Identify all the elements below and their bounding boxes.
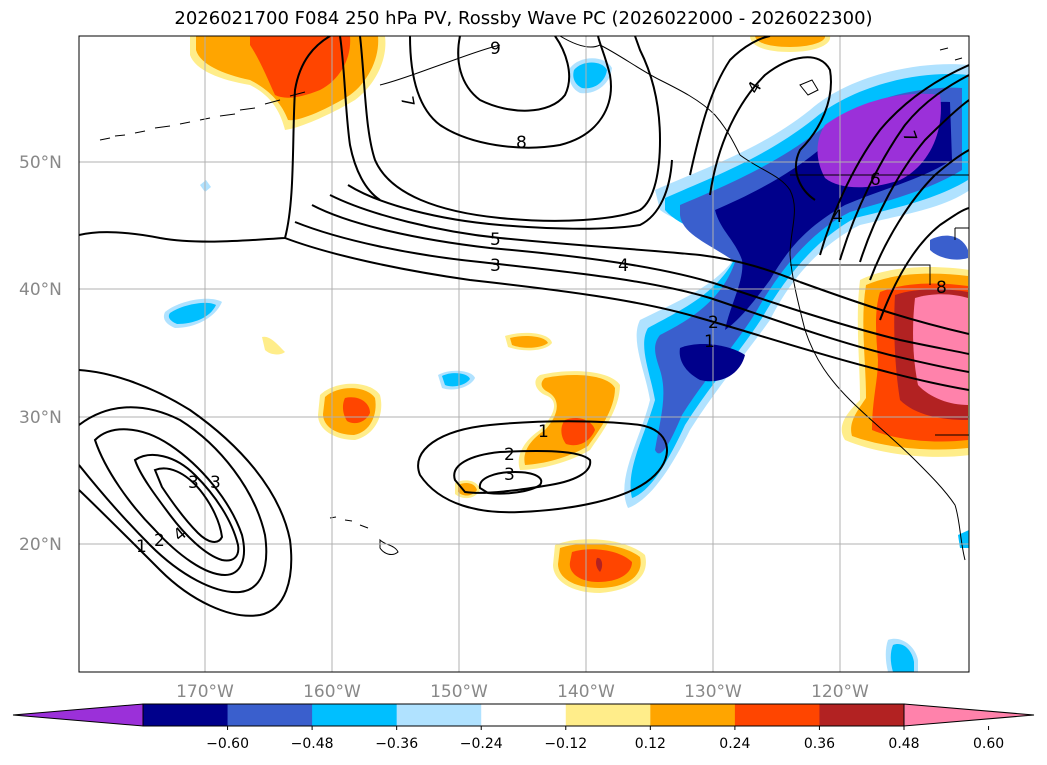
pv-contours [79,36,969,617]
coastline-alaska-north [559,36,601,48]
contour-label-3-west-b: 3 [210,473,221,493]
coastline-west-america [739,154,966,561]
contour-ne-4 [869,149,969,281]
contour-5 [329,194,801,283]
colorbar-tick-label: 0.24 [719,736,750,752]
contour-label-4-pnw: 4 [832,207,843,227]
contour-4-loop [709,56,832,201]
coastline-alaska-peninsula [379,44,501,86]
contour-7 [359,36,662,222]
coastline-inland [799,79,819,96]
contour-label-9: 9 [490,39,501,59]
contour-label-4: 4 [618,256,629,276]
colorbar-tick-label: −0.48 [291,736,334,752]
contour-ne-3 [859,99,969,263]
contour-label-5: 5 [490,230,501,250]
contour-label-3-center: 3 [504,465,515,485]
lat-label-50n: 50°N [19,153,62,173]
coastline-alaska [599,44,741,156]
contour-8 [409,36,612,149]
contour-label-1-center: 1 [538,422,549,442]
contour-label-6-ne: 6 [870,170,881,190]
contour-3-ring [478,470,543,495]
contour-label-3-west-a: 3 [188,473,199,493]
lon-label-140w: 140°W [557,682,615,702]
lon-label-160w: 160°W [303,682,361,702]
borders [790,174,969,436]
contour-4-west-ring [133,454,240,562]
contour-1-ring [417,420,668,514]
colorbar-extend-high [903,703,1035,727]
colorbar-tick-label: −0.36 [375,736,418,752]
lon-label-130w: 130°W [684,682,742,702]
colorbar-ticks: −0.60 −0.48 −0.36 −0.24 −0.12 0.12 0.24 0.36 0.4… [206,726,1004,752]
lat-labels: 50°N 40°N 30°N 20°N [19,153,62,555]
lon-label-150w: 150°W [430,682,488,702]
contour-2-south [284,237,969,391]
colorbar-tick-label: −0.12 [544,736,587,752]
colorbar-tick-label: −0.60 [206,736,249,752]
contour-5-west-ring [153,467,224,543]
lon-label-170w: 170°W [176,682,234,702]
contour-3 [294,221,969,373]
contour-4-ne [689,36,771,176]
colorbar-outline [142,703,905,727]
contour-labels: 9 8 7 5 4 3 4 2 1 1 2 3 3 3 1 2 4 4 7 6 [136,39,947,557]
colorbar-tick-label: 0.36 [804,736,835,752]
contour-4 [311,204,969,355]
colorbar-segment [734,704,820,726]
lon-labels: 170°W 160°W 150°W 140°W 130°W 120°W [176,682,869,702]
contour-2-ring [453,449,592,494]
contour-label-7: 7 [396,95,418,109]
colorbar-segment [481,704,567,726]
figure-title: 2026021700 F084 250 hPa PV, Rossby Wave … [174,8,873,29]
colorbar-tick-label: −0.24 [460,736,503,752]
contour-1-west [79,369,293,617]
colorbar-extend-low [12,703,144,727]
colorbar-tick-label: 0.60 [973,736,1004,752]
colorbar-segment [396,704,482,726]
contour-2-west-ring [79,406,268,594]
contour-label-2-center: 2 [504,445,515,465]
coastline-hawaii-west [329,516,369,529]
lat-label-20n: 20°N [19,535,62,555]
contour-west-inner [339,36,381,201]
contour-label-1-west: 1 [136,537,147,557]
colorbar-tick-label: 0.12 [635,736,666,752]
colorbar-tick-label: 0.48 [888,736,919,752]
positive-anomaly-california [841,267,969,457]
contour-label-2: 2 [708,313,719,333]
contour-5-east [799,281,969,335]
contour-ne-5 [879,207,969,321]
positive-anomaly-aleutian [190,36,386,130]
contour-ne-1 [819,64,969,256]
colorbar [12,703,1035,727]
contour-3-west-ring [93,428,245,577]
plot-frame [78,35,970,673]
contour-label-3: 3 [490,256,501,276]
negative-anomaly-small [163,58,969,672]
colorbar-segment [565,704,651,726]
contour-6 [347,159,673,230]
contour-9 [457,36,571,112]
colorbar-segment [650,704,736,726]
lat-label-40n: 40°N [19,280,62,300]
lat-label-30n: 30°N [19,408,62,428]
coastline-canada [939,47,963,61]
colorbar-segment [819,704,905,726]
contour-label-2-west: 2 [154,531,165,551]
border-state [790,264,931,285]
lon-label-120w: 120°W [811,682,869,702]
colorbar-segment [312,704,398,726]
border-state-2 [954,227,969,240]
colorbar-segment [227,704,313,726]
contour-label-1: 1 [704,332,715,352]
contour-label-8: 8 [516,133,527,153]
colorbar-segment [143,704,229,726]
contour-ne-2 [839,74,969,261]
contour-label-8-ne: 8 [936,278,947,298]
